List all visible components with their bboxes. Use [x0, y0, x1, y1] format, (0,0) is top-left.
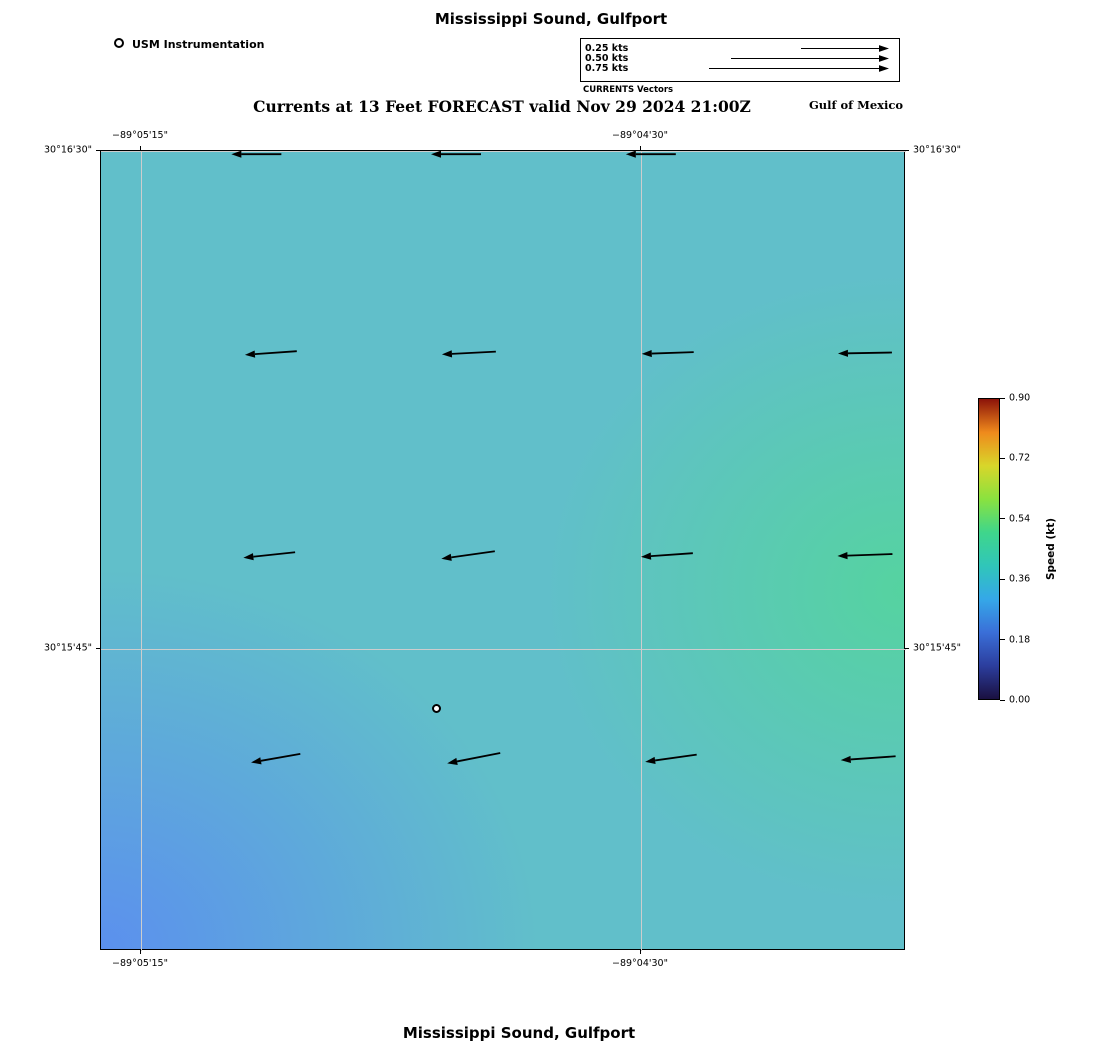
axis-tick-label-top: −89°05'15"	[112, 130, 168, 141]
current-vector-head	[244, 350, 256, 358]
axis-tick-label-top: −89°04'30"	[612, 130, 668, 141]
axis-tick-label-right: 30°15'45"	[913, 642, 961, 654]
page-title: Mississippi Sound, Gulfport	[434, 10, 668, 28]
axis-tick-right	[905, 648, 909, 649]
grid-line-horizontal	[101, 649, 906, 650]
currents-vectors-caption: CURRENTS Vectors	[583, 85, 674, 95]
bottom-panel-title: Mississippi Sound, Gulfport	[402, 1024, 636, 1042]
current-vector-head	[625, 151, 636, 158]
legend-arrow-head	[879, 55, 889, 62]
colorbar-tick-label: 0.54	[1009, 513, 1031, 525]
axis-tick-left	[96, 648, 100, 649]
legend-scale-arrows	[709, 45, 889, 72]
current-vector-shaft	[451, 550, 495, 559]
current-vector-head	[243, 553, 254, 561]
colorbar-tick	[1000, 397, 1005, 399]
current-vector-shaft	[260, 752, 301, 762]
legend-arrow-head	[879, 65, 889, 72]
colorbar-tick-label: 0.90	[1009, 392, 1031, 404]
axis-tick-bottom	[639, 950, 641, 954]
current-vector-head	[640, 552, 652, 560]
current-vector-layer	[231, 151, 896, 765]
current-vector-head	[431, 151, 442, 158]
current-vector-head	[231, 151, 242, 158]
legend-speed-label-050: 0.50 kts	[585, 52, 629, 64]
axis-tick-label-left: 30°16'30"	[44, 144, 92, 156]
current-vector-shaft	[254, 350, 297, 356]
current-vector-shaft	[850, 755, 896, 761]
gulf-of-mexico-label: Gulf of Mexico	[808, 98, 904, 112]
current-vector-shaft	[654, 753, 697, 762]
colorbar-tick-label: 0.00	[1009, 694, 1031, 706]
current-vector-head	[447, 757, 458, 765]
current-vector-head	[441, 553, 452, 561]
legend-speed-label-075: 0.75 kts	[585, 62, 629, 74]
axis-tick-top	[639, 146, 641, 150]
forecast-subtitle: Currents at 13 Feet FORECAST valid Nov 2…	[253, 97, 751, 116]
colorbar-tick	[1000, 518, 1005, 520]
grid-line-vertical	[640, 151, 642, 951]
colorbar-tick-label: 0.72	[1009, 452, 1031, 464]
colorbar-tick	[1000, 639, 1005, 641]
legend-arrow-head	[879, 45, 889, 52]
current-vector-head	[837, 552, 848, 560]
colorbar-tick	[1000, 699, 1005, 701]
station-marker	[431, 704, 441, 714]
colorbar	[978, 398, 1000, 700]
current-vector-head	[837, 349, 849, 357]
grid-layer	[101, 151, 906, 951]
instrument-legend-label: USM Instrumentation	[132, 38, 265, 51]
axis-tick-label-left: 30°15'45"	[44, 642, 92, 654]
axis-tick-left	[96, 150, 100, 151]
map-area	[100, 150, 906, 951]
current-vector-shaft	[847, 351, 892, 355]
axis-tick-top	[140, 146, 141, 150]
axis-tick-label-right: 30°16'30"	[913, 144, 961, 156]
station-marker-icon	[114, 38, 124, 48]
colorbar-tick	[1000, 578, 1005, 580]
current-vector-head	[641, 349, 652, 358]
legend-speed-label-025: 0.25 kts	[585, 42, 629, 54]
grid-line-horizontal	[101, 151, 906, 152]
vector-scale-legend: 0.25 kts 0.50 kts 0.75 kts	[580, 38, 900, 82]
current-vector-head	[251, 757, 262, 765]
current-vector-shaft	[847, 553, 893, 557]
axis-tick-right	[905, 150, 909, 151]
current-vector-shaft	[456, 752, 501, 763]
current-vector-shaft	[253, 551, 296, 558]
axis-tick-label-bottom: −89°05'15"	[112, 958, 168, 969]
grid-line-vertical	[141, 151, 142, 951]
colorbar-tick-label: 0.36	[1009, 573, 1031, 585]
current-vector-head	[840, 755, 851, 764]
current-vector-shaft	[651, 351, 694, 355]
colorbar-tick-label: 0.18	[1009, 634, 1031, 646]
axis-tick-bottom	[140, 950, 141, 954]
current-vector-shaft	[451, 350, 496, 355]
axis-tick-label-bottom: −89°04'30"	[612, 958, 668, 969]
colorbar-tick	[1000, 457, 1005, 459]
current-vector-shaft	[650, 552, 693, 558]
colorbar-axis-label: Speed (kt)	[1045, 517, 1057, 581]
current-vector-head	[441, 350, 453, 358]
current-vector-head	[645, 756, 656, 764]
